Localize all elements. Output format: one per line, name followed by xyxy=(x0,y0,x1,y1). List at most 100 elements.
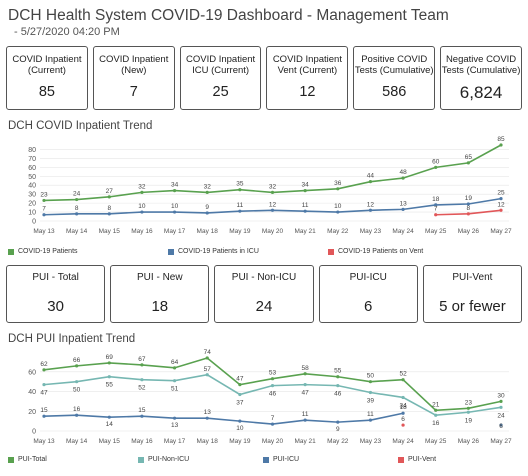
kpi-covid-inpatient-new[interactable]: COVID Inpatient (New) 7 xyxy=(92,46,175,110)
data-point xyxy=(499,143,503,147)
x-tick-label: May 23 xyxy=(360,228,382,235)
legend-label: COVID-19 Patients on Vent xyxy=(338,248,424,255)
y-tick-label: 20 xyxy=(28,409,36,416)
kpi-value: 6 xyxy=(364,298,373,315)
data-point xyxy=(303,383,307,387)
x-tick-label: May 14 xyxy=(66,228,88,235)
data-label: 24 xyxy=(73,191,81,198)
data-label: 10 xyxy=(236,425,244,432)
data-point xyxy=(172,379,177,383)
data-label: 15 xyxy=(40,407,48,414)
data-point xyxy=(303,189,307,193)
legend-label: COVID-19 Patients xyxy=(18,248,78,255)
x-tick-label: May 18 xyxy=(197,228,219,235)
data-label: 8 xyxy=(467,205,471,212)
data-point xyxy=(238,392,242,397)
data-label: 11 xyxy=(302,411,309,418)
data-label: 21 xyxy=(432,401,440,408)
kpi-value: 586 xyxy=(382,84,407,100)
data-label: 18 xyxy=(399,404,407,411)
legend-item[interactable]: COVID-19 Patients xyxy=(8,248,78,255)
data-label: 16 xyxy=(432,420,440,427)
pui-inpatient-trend-chart: 0 20 40 60 May 13 May 14 May 15 May 16 May 17 May… xyxy=(28,349,512,445)
data-point xyxy=(140,210,144,214)
kpi-pui-vent[interactable]: PUI-Vent 5 or fewer xyxy=(422,265,523,323)
x-tick-label: May 26 xyxy=(458,228,480,235)
kpi-label: COVID Inpatient Vent (Current) xyxy=(272,54,342,76)
legend-label: PUI-Non-ICU xyxy=(148,456,190,463)
legend-swatch xyxy=(398,456,404,463)
series-line xyxy=(43,412,404,425)
kpi-covid-icu-current[interactable]: COVID Inpatient ICU (Current) 25 xyxy=(179,46,262,110)
legend-item[interactable]: PUI-ICU xyxy=(263,456,299,463)
data-point xyxy=(238,188,242,192)
data-point xyxy=(270,190,275,194)
data-label: 9 xyxy=(205,204,209,211)
kpi-value: 5 or fewer xyxy=(439,298,506,315)
data-label: 13 xyxy=(204,409,212,416)
x-tick-label: May 15 xyxy=(99,438,121,445)
legend-item[interactable]: PUI-Vent xyxy=(398,456,436,463)
data-label: 53 xyxy=(269,370,277,377)
legend-item[interactable]: PUI-Non-ICU xyxy=(138,456,189,463)
data-label: 44 xyxy=(367,173,375,180)
y-tick-label: 60 xyxy=(28,165,36,172)
data-point xyxy=(336,187,340,191)
data-point xyxy=(499,399,503,403)
data-label: 57 xyxy=(204,366,212,373)
data-label: 8 xyxy=(107,205,111,212)
data-point xyxy=(499,405,503,409)
kpi-value: 24 xyxy=(255,298,273,315)
y-tick-label: 40 xyxy=(28,183,36,190)
data-label: 7 xyxy=(271,415,275,422)
data-point xyxy=(401,176,405,180)
data-point xyxy=(238,383,242,387)
data-point xyxy=(107,415,111,419)
kpi-negative-tests[interactable]: Negative COVID Tests (Cumulative) 6,824 xyxy=(440,46,522,110)
data-point xyxy=(172,189,177,193)
x-tick-label: May 21 xyxy=(294,438,316,445)
kpi-value: 12 xyxy=(299,84,316,100)
data-label: 69 xyxy=(106,354,114,361)
data-label: 47 xyxy=(40,390,48,397)
kpi-positive-tests[interactable]: Positive COVID Tests (Cumulative) 586 xyxy=(353,46,436,110)
kpi-label: COVID Inpatient (Current) xyxy=(12,54,82,76)
kpi-label: PUI - Total xyxy=(32,272,79,283)
kpi-pui-new[interactable]: PUI - New 18 xyxy=(110,265,210,323)
data-label: 66 xyxy=(73,357,81,364)
data-label: 11 xyxy=(367,411,374,418)
x-tick-label: May 24 xyxy=(392,438,414,445)
data-label: 46 xyxy=(334,391,342,398)
x-tick-label: May 13 xyxy=(33,438,55,445)
legend-label: PUI-Total xyxy=(18,456,47,463)
kpi-pui-total[interactable]: PUI - Total 30 xyxy=(6,265,106,323)
data-point xyxy=(75,413,79,417)
data-point xyxy=(42,198,46,203)
data-label: 13 xyxy=(171,422,179,429)
data-label: 6 xyxy=(401,416,405,423)
data-point xyxy=(434,408,438,412)
data-point xyxy=(434,203,438,207)
legend-item[interactable]: PUI-Total xyxy=(8,456,47,463)
legend-item[interactable]: COVID-19 Patients in ICU xyxy=(168,248,259,255)
data-point xyxy=(368,380,373,384)
data-label: 9 xyxy=(336,426,340,433)
data-point xyxy=(401,411,405,415)
data-label: 15 xyxy=(138,407,146,414)
data-point xyxy=(336,384,340,388)
x-tick-label: May 19 xyxy=(229,438,251,445)
data-point xyxy=(303,209,307,213)
kpi-covid-inpatient-current[interactable]: COVID Inpatient (Current) 85 xyxy=(6,46,88,110)
x-tick-label: May 20 xyxy=(262,438,284,445)
data-point xyxy=(42,414,46,418)
kpi-value: 30 xyxy=(47,298,64,315)
kpi-value: 7 xyxy=(129,84,138,100)
kpi-pui-icu[interactable]: PUI-ICU 6 xyxy=(318,265,418,323)
kpi-pui-non-icu[interactable]: PUI - Non-ICU 24 xyxy=(214,265,314,323)
data-label: 7 xyxy=(434,206,438,213)
data-label: 48 xyxy=(399,169,407,176)
legend-item[interactable]: COVID-19 Patients on Vent xyxy=(328,248,423,255)
kpi-covid-vent-current[interactable]: COVID Inpatient Vent (Current) 12 xyxy=(266,46,349,110)
pui-trend-legend: PUI-Total PUI-Non-ICU PUI-ICU PUI-Vent xyxy=(8,456,520,468)
kpi-value: 85 xyxy=(38,84,55,100)
